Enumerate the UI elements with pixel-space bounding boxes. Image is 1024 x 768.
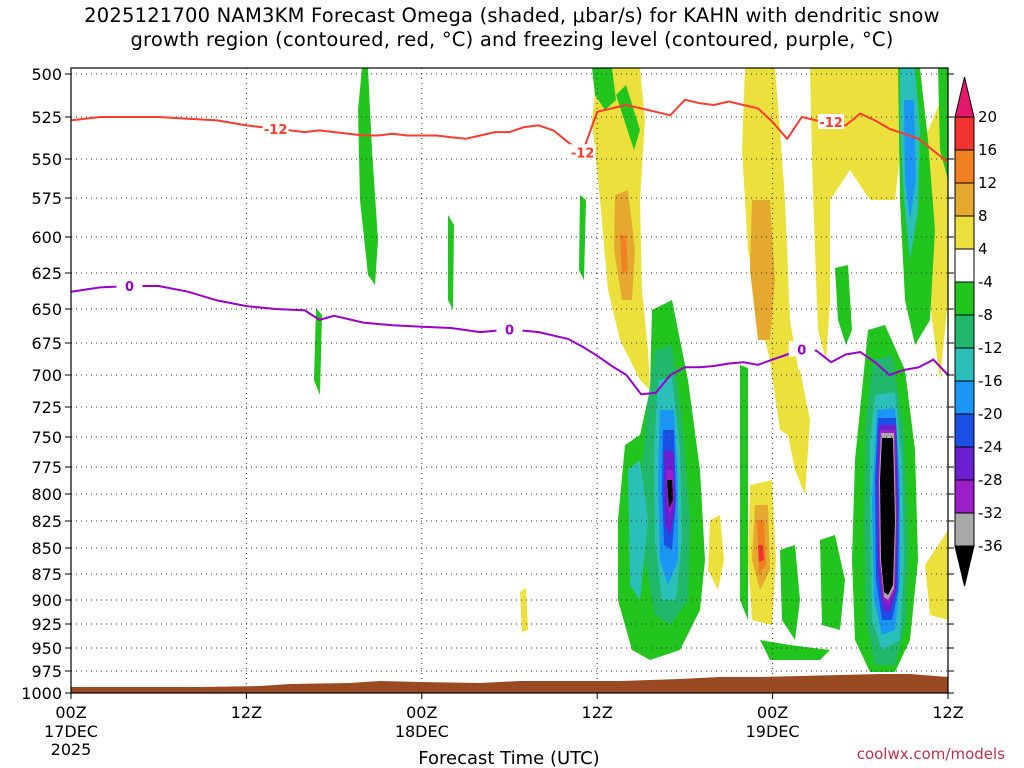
colorbar-swatch bbox=[954, 116, 975, 151]
contour-label--12: -12 bbox=[571, 146, 595, 161]
contour-label--12: -12 bbox=[819, 116, 843, 131]
x-tick-date: 18DEC bbox=[395, 722, 449, 741]
y-tick-label: 750 bbox=[31, 428, 62, 447]
y-tick-label: 725 bbox=[31, 398, 62, 417]
y-tick-label: 850 bbox=[31, 539, 62, 558]
contour-line--12 bbox=[70, 98, 949, 163]
x-tick-label: 12Z bbox=[932, 703, 963, 722]
x-tick-date: 19DEC bbox=[746, 722, 800, 741]
y-tick-label: 625 bbox=[31, 264, 62, 283]
colorbar-swatch bbox=[954, 479, 975, 514]
colorbar-arrow-top bbox=[954, 76, 975, 118]
colorbar-swatch bbox=[954, 281, 975, 316]
omega-shaded-field bbox=[314, 68, 948, 672]
contour-lines: -12 -12 -12 0 0 0 bbox=[70, 98, 949, 396]
chart-title-line-2: growth region (contoured, red, °C) and f… bbox=[130, 28, 894, 51]
colorbar-swatch bbox=[954, 380, 975, 415]
contour-line-0 bbox=[70, 285, 949, 396]
colorbar-label: 20 bbox=[978, 108, 997, 126]
y-tick-label: 600 bbox=[31, 228, 62, 247]
y-axis: 500 525 550 575 600 625 650 675 700 725 750 775 800 8… bbox=[21, 65, 954, 703]
x-tick-date: 17DEC bbox=[44, 722, 98, 741]
contour-label-0: 0 bbox=[797, 343, 806, 358]
y-tick-label: 925 bbox=[31, 615, 62, 634]
contour-label-bg bbox=[818, 114, 845, 130]
colorbar-swatch bbox=[954, 182, 975, 217]
y-tick-label: 550 bbox=[31, 150, 62, 169]
contour-label--12: -12 bbox=[264, 123, 288, 138]
y-tick-label: 775 bbox=[31, 458, 62, 477]
contour-label-bg bbox=[262, 120, 289, 136]
colorbar-arrow-bottom bbox=[954, 545, 975, 587]
colorbar-label: -16 bbox=[978, 372, 1003, 390]
contour-label-bg bbox=[788, 341, 815, 357]
y-tick-label: 525 bbox=[31, 108, 62, 127]
credit-link[interactable]: coolwx.com/models bbox=[857, 745, 1005, 763]
y-tick-label: 500 bbox=[31, 65, 62, 84]
colorbar-label: 16 bbox=[978, 141, 997, 159]
contour-label-bg bbox=[116, 277, 143, 293]
colorbar-label: -8 bbox=[978, 306, 993, 324]
colorbar-swatch bbox=[954, 314, 975, 349]
y-tick-label: 675 bbox=[31, 334, 62, 353]
colorbar-swatch bbox=[954, 446, 975, 481]
y-tick-label: 1000 bbox=[21, 684, 62, 703]
chart-title-line-1: 2025121700 NAM3KM Forecast Omega (shaded… bbox=[84, 4, 940, 27]
y-tick-label: 950 bbox=[31, 639, 62, 658]
x-tick-label: 00Z bbox=[55, 703, 86, 722]
terrain-fill bbox=[71, 674, 948, 693]
y-tick-label: 650 bbox=[31, 300, 62, 319]
y-tick-label: 700 bbox=[31, 366, 62, 385]
y-tick-label: 575 bbox=[31, 189, 62, 208]
x-tick-label: 00Z bbox=[757, 703, 788, 722]
colorbar-label: 8 bbox=[978, 207, 988, 225]
y-tick-label: 875 bbox=[31, 565, 62, 584]
colorbar-swatch bbox=[954, 413, 975, 448]
colorbar-label: -32 bbox=[978, 504, 1003, 522]
plot-frame bbox=[70, 67, 949, 694]
contour-label-0: 0 bbox=[125, 280, 134, 295]
colorbar-swatch bbox=[954, 149, 975, 184]
colorbar-swatch bbox=[954, 512, 975, 547]
colorbar-label: 12 bbox=[978, 174, 997, 192]
y-tick-label: 900 bbox=[31, 591, 62, 610]
x-tick-label: 12Z bbox=[231, 703, 262, 722]
chart-title: 2025121700 NAM3KM Forecast Omega (shaded… bbox=[0, 4, 1024, 52]
colorbar-swatch bbox=[954, 347, 975, 382]
contour-label-bg bbox=[496, 321, 523, 337]
x-axis-title: Forecast Time (UTC) bbox=[418, 748, 599, 768]
colorbar-label: -20 bbox=[978, 405, 1003, 423]
colorbar-label: -24 bbox=[978, 438, 1003, 456]
colorbar-legend: 20 16 12 8 4 -4 -8 -12 -16 -20 -24 -28 -32 -36 bbox=[954, 76, 1003, 587]
colorbar-label: 4 bbox=[978, 240, 988, 258]
x-tick-label: 12Z bbox=[582, 703, 613, 722]
colorbar-label: -12 bbox=[978, 339, 1003, 357]
colorbar-label: -28 bbox=[978, 471, 1003, 489]
x-tick-label: 00Z bbox=[406, 703, 437, 722]
x-tick-year: 2025 bbox=[51, 740, 92, 759]
y-tick-label: 975 bbox=[31, 662, 62, 681]
y-tick-label: 800 bbox=[31, 485, 62, 504]
colorbar-swatch bbox=[954, 215, 975, 250]
contour-label-0: 0 bbox=[505, 323, 514, 338]
contour-label-bg bbox=[569, 144, 596, 160]
y-tick-label: 825 bbox=[31, 512, 62, 531]
colorbar-label: -36 bbox=[978, 537, 1003, 555]
colorbar-label: -4 bbox=[978, 273, 993, 291]
colorbar-swatch bbox=[954, 248, 975, 283]
